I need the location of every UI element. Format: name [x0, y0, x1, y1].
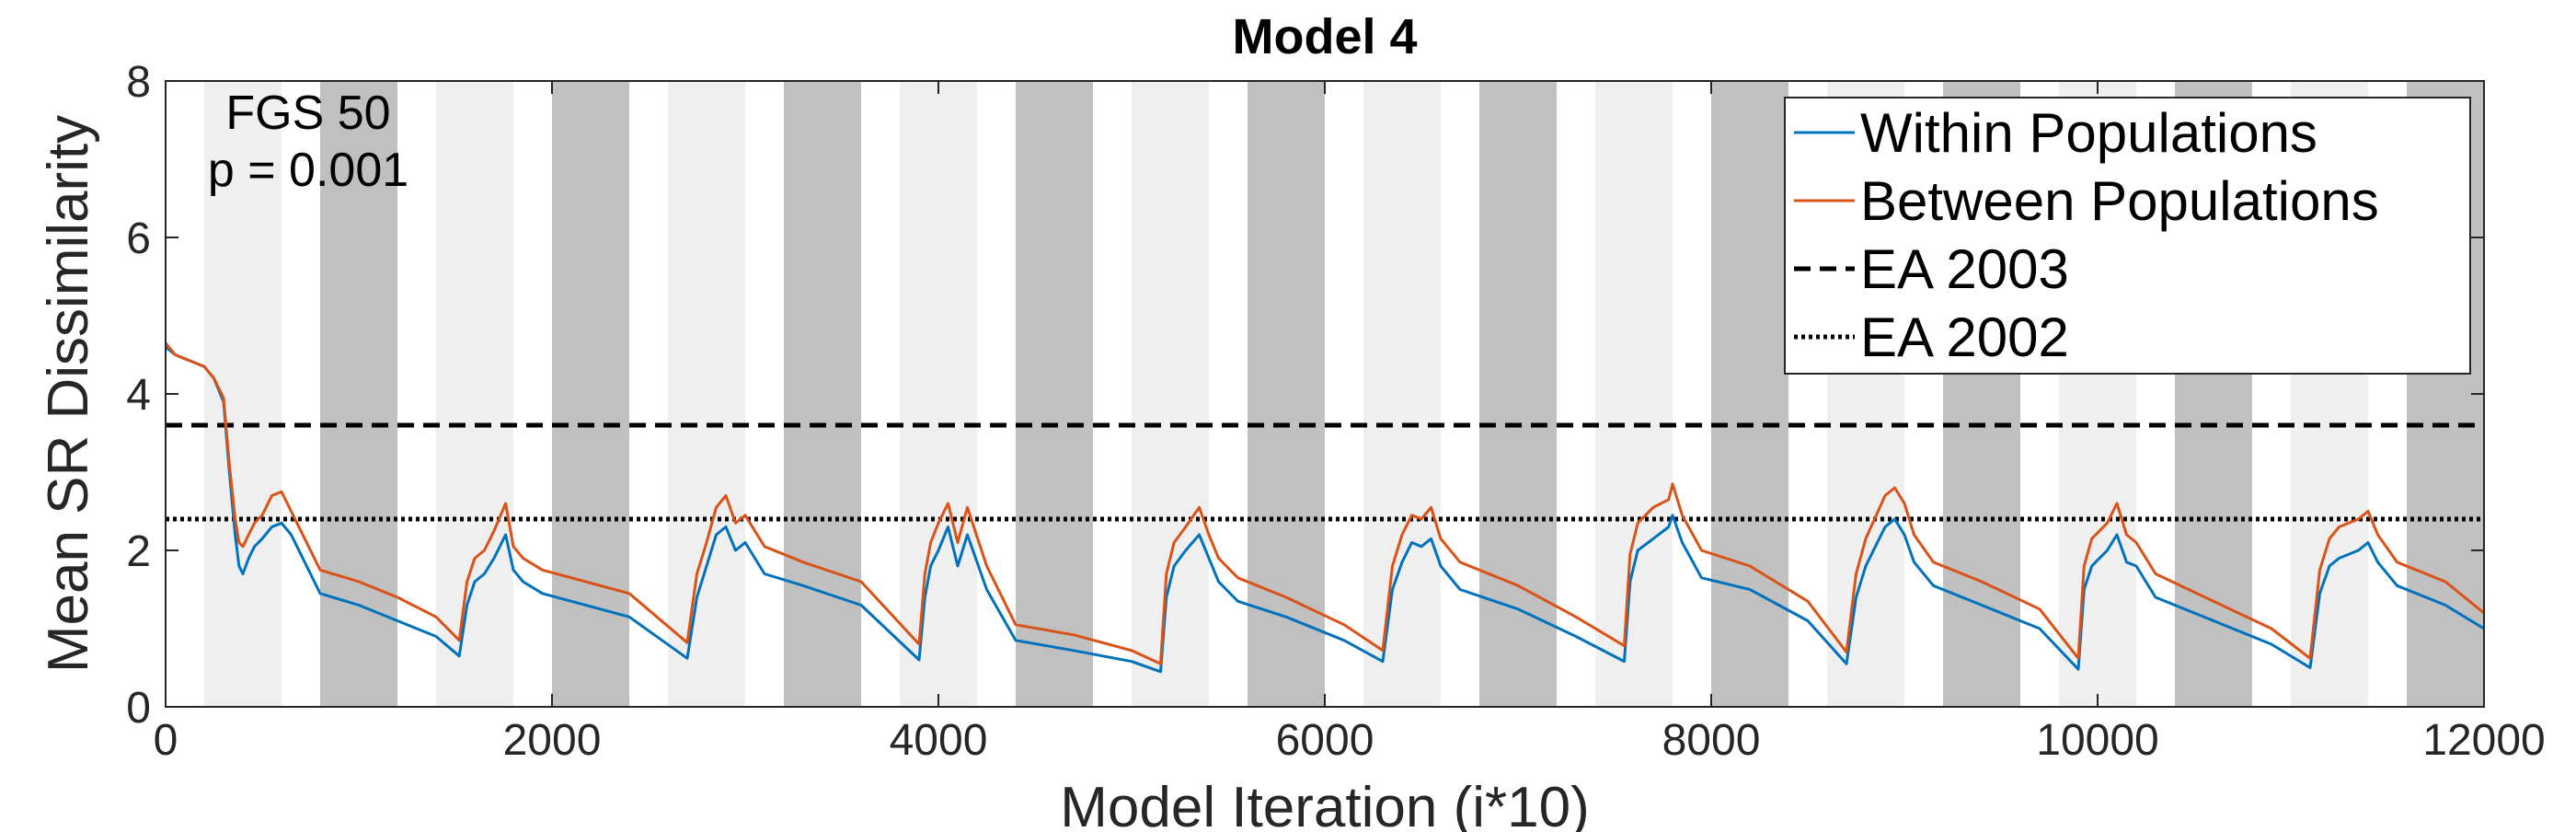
x-tick-label: 4000	[890, 716, 988, 765]
light-band	[1363, 81, 1441, 707]
light-band	[1595, 81, 1673, 707]
x-tick-label: 6000	[1276, 716, 1374, 765]
x-tick-label: 10000	[2036, 716, 2158, 765]
series-line-between-populations	[164, 341, 2485, 665]
y-tick-label: 6	[126, 214, 151, 263]
x-tick-label: 8000	[1662, 716, 1761, 765]
y-tick-label: 2	[126, 527, 151, 576]
y-tick-label: 8	[126, 58, 151, 107]
y-axis-label: Mean SR Dissimilarity	[37, 115, 100, 673]
axis-ticks: 0 2000 4000 6000 8000 10000 12000 0 2 4 6 8	[126, 58, 2545, 765]
y-tick-label: 4	[126, 371, 151, 420]
legend-label: EA 2003	[1860, 238, 2069, 300]
dark-band	[1711, 81, 1788, 707]
legend-label: Between Populations	[1860, 170, 2379, 232]
dark-band	[1248, 81, 1325, 707]
dark-band	[320, 81, 397, 707]
x-tick-label: 0	[154, 716, 178, 765]
legend-label: EA 2002	[1860, 306, 2069, 368]
light-band	[436, 81, 513, 707]
data-series	[164, 341, 2485, 674]
legend-label: Within Populations	[1860, 102, 2317, 164]
annotation-fgs: FGS 50	[225, 87, 390, 140]
light-band	[1132, 81, 1209, 707]
y-tick-label: 0	[126, 684, 151, 733]
light-band	[900, 81, 977, 707]
x-axis-label: Model Iteration (i*10)	[1060, 776, 1590, 832]
legend-box	[1784, 97, 2471, 375]
reference-lines	[166, 422, 2484, 522]
annotation-p-value: p = 0.001	[208, 144, 408, 197]
dark-band	[1016, 81, 1093, 707]
dark-band	[784, 81, 861, 707]
x-tick-label: 12000	[2422, 716, 2545, 765]
dark-band	[1479, 81, 1557, 707]
dark-band	[552, 81, 629, 707]
chart-title: Model 4	[1232, 9, 1417, 64]
light-band	[204, 81, 282, 707]
background-bands	[204, 81, 2484, 707]
light-band	[668, 81, 745, 707]
x-tick-label: 2000	[503, 716, 602, 765]
